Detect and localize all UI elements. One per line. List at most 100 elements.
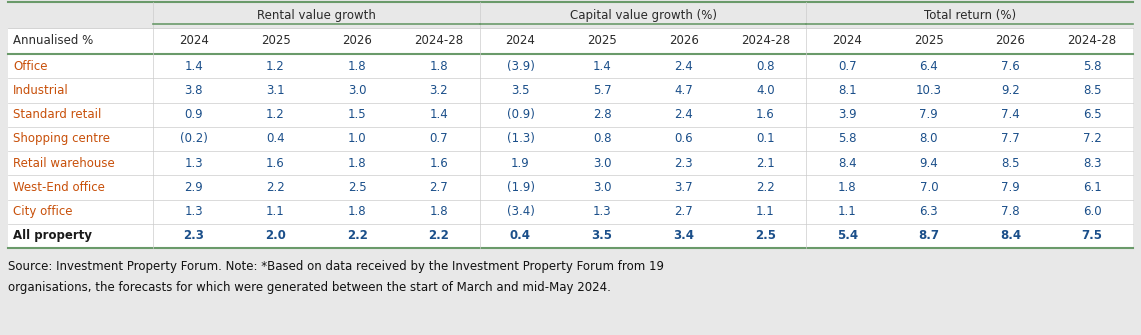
Text: 10.3: 10.3 xyxy=(916,84,941,97)
Text: (3.9): (3.9) xyxy=(507,60,534,73)
Bar xyxy=(8,78,1133,103)
Text: 2026: 2026 xyxy=(342,35,372,48)
Text: 1.8: 1.8 xyxy=(837,181,857,194)
Text: 0.1: 0.1 xyxy=(756,132,775,145)
Text: 1.3: 1.3 xyxy=(185,157,203,170)
Text: 2.2: 2.2 xyxy=(347,229,367,243)
Text: 2.4: 2.4 xyxy=(674,60,694,73)
Text: 1.1: 1.1 xyxy=(756,205,775,218)
Text: 9.4: 9.4 xyxy=(920,157,938,170)
Text: 1.1: 1.1 xyxy=(266,205,285,218)
Text: (0.9): (0.9) xyxy=(507,108,534,121)
Bar xyxy=(8,103,1133,127)
Text: 3.5: 3.5 xyxy=(592,229,613,243)
Text: 7.4: 7.4 xyxy=(1001,108,1020,121)
Text: Standard retail: Standard retail xyxy=(13,108,102,121)
Text: 1.1: 1.1 xyxy=(837,205,857,218)
Text: 2.3: 2.3 xyxy=(184,229,204,243)
Text: (1.9): (1.9) xyxy=(507,181,534,194)
Text: 0.4: 0.4 xyxy=(266,132,285,145)
Bar xyxy=(8,54,1133,78)
Bar xyxy=(8,151,1133,175)
Text: 7.0: 7.0 xyxy=(920,181,938,194)
Text: 5.8: 5.8 xyxy=(837,132,857,145)
Text: 3.0: 3.0 xyxy=(348,84,366,97)
Text: 2024: 2024 xyxy=(505,35,535,48)
Bar xyxy=(8,103,1133,127)
Text: 3.1: 3.1 xyxy=(266,84,285,97)
Bar xyxy=(8,127,1133,151)
Text: 2025: 2025 xyxy=(588,35,617,48)
Text: 3.4: 3.4 xyxy=(673,229,695,243)
Text: 2.8: 2.8 xyxy=(593,108,612,121)
Text: 4.0: 4.0 xyxy=(756,84,775,97)
Text: Source: Investment Property Forum. Note: *Based on data received by the Investme: Source: Investment Property Forum. Note:… xyxy=(8,260,664,294)
Text: 2.5: 2.5 xyxy=(348,181,366,194)
Text: 1.6: 1.6 xyxy=(266,157,285,170)
Text: 0.4: 0.4 xyxy=(510,229,531,243)
Text: 7.8: 7.8 xyxy=(1001,205,1020,218)
Text: 5.7: 5.7 xyxy=(593,84,612,97)
Text: 0.9: 0.9 xyxy=(185,108,203,121)
Text: 2.0: 2.0 xyxy=(265,229,286,243)
Text: 2.5: 2.5 xyxy=(755,229,776,243)
Text: Total return (%): Total return (%) xyxy=(923,8,1015,21)
Bar xyxy=(8,200,1133,224)
Text: 8.5: 8.5 xyxy=(1083,84,1101,97)
Text: 2026: 2026 xyxy=(996,35,1026,48)
Text: All property: All property xyxy=(13,229,92,243)
Text: West-End office: West-End office xyxy=(13,181,105,194)
Text: 6.4: 6.4 xyxy=(920,60,938,73)
Text: 1.2: 1.2 xyxy=(266,108,285,121)
Bar xyxy=(8,78,1133,103)
Bar xyxy=(8,28,1133,54)
Text: 2024: 2024 xyxy=(832,35,863,48)
Text: 3.0: 3.0 xyxy=(593,157,612,170)
Text: Annualised %: Annualised % xyxy=(13,35,94,48)
Text: 1.4: 1.4 xyxy=(593,60,612,73)
Text: 1.3: 1.3 xyxy=(185,205,203,218)
Text: City office: City office xyxy=(13,205,73,218)
Text: 8.5: 8.5 xyxy=(1002,157,1020,170)
Text: 8.4: 8.4 xyxy=(837,157,857,170)
Text: 1.4: 1.4 xyxy=(185,60,203,73)
Text: 1.5: 1.5 xyxy=(348,108,366,121)
Text: 0.6: 0.6 xyxy=(674,132,693,145)
Text: 2.2: 2.2 xyxy=(756,181,775,194)
Text: 2.7: 2.7 xyxy=(674,205,694,218)
Text: 3.8: 3.8 xyxy=(185,84,203,97)
Text: 1.8: 1.8 xyxy=(348,205,366,218)
Text: 8.7: 8.7 xyxy=(919,229,939,243)
Text: 5.8: 5.8 xyxy=(1083,60,1101,73)
Text: 2.4: 2.4 xyxy=(674,108,694,121)
Bar xyxy=(8,175,1133,200)
Text: 7.9: 7.9 xyxy=(1001,181,1020,194)
Text: 3.9: 3.9 xyxy=(837,108,857,121)
Bar xyxy=(8,151,1133,175)
Text: Capital value growth (%): Capital value growth (%) xyxy=(569,8,717,21)
Text: 6.0: 6.0 xyxy=(1083,205,1101,218)
Bar xyxy=(8,127,1133,151)
Text: 6.5: 6.5 xyxy=(1083,108,1101,121)
Text: Retail warehouse: Retail warehouse xyxy=(13,157,115,170)
Text: 2026: 2026 xyxy=(669,35,698,48)
Text: 1.3: 1.3 xyxy=(593,205,612,218)
Text: 2.2: 2.2 xyxy=(266,181,285,194)
Text: 0.8: 0.8 xyxy=(593,132,612,145)
Text: 7.5: 7.5 xyxy=(1082,229,1102,243)
Text: 6.1: 6.1 xyxy=(1083,181,1101,194)
Text: 4.7: 4.7 xyxy=(674,84,694,97)
Bar xyxy=(8,224,1133,248)
Text: 6.3: 6.3 xyxy=(920,205,938,218)
Text: 2.3: 2.3 xyxy=(674,157,693,170)
Text: 1.2: 1.2 xyxy=(266,60,285,73)
Text: 3.5: 3.5 xyxy=(511,84,529,97)
Bar xyxy=(8,200,1133,224)
Text: 1.8: 1.8 xyxy=(348,157,366,170)
Text: 2.2: 2.2 xyxy=(428,229,450,243)
Bar xyxy=(8,54,1133,78)
Text: 2025: 2025 xyxy=(260,35,290,48)
Bar xyxy=(8,2,1133,28)
Text: 2025: 2025 xyxy=(914,35,944,48)
Text: 7.2: 7.2 xyxy=(1083,132,1101,145)
